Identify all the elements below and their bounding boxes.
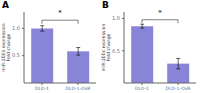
svg-text:DLD-1: DLD-1 <box>135 86 149 91</box>
html-text:B: B <box>102 0 109 10</box>
svg-text:1.0: 1.0 <box>12 25 20 31</box>
svg-text:miR-200b expressionFold change: miR-200b expressionFold change <box>8 23 11 71</box>
svg-text:1.0: 1.0 <box>112 15 120 21</box>
svg-text:0.5: 0.5 <box>12 52 20 58</box>
svg-text:miR-200c expressionFold change: miR-200c expressionFold change <box>101 23 111 71</box>
svg-text:*: * <box>158 9 162 17</box>
html-text:A: A <box>2 0 9 10</box>
svg-text:DLD-1: DLD-1 <box>35 86 49 91</box>
svg-text:0.5: 0.5 <box>112 48 120 54</box>
svg-text:DLD-1-OxR: DLD-1-OxR <box>165 86 190 91</box>
html-text:miR-200b expression: miR-200b expression <box>1 23 6 72</box>
svg-text:DLD-1-OxR: DLD-1-OxR <box>65 86 90 91</box>
svg-text:*: * <box>58 9 62 17</box>
